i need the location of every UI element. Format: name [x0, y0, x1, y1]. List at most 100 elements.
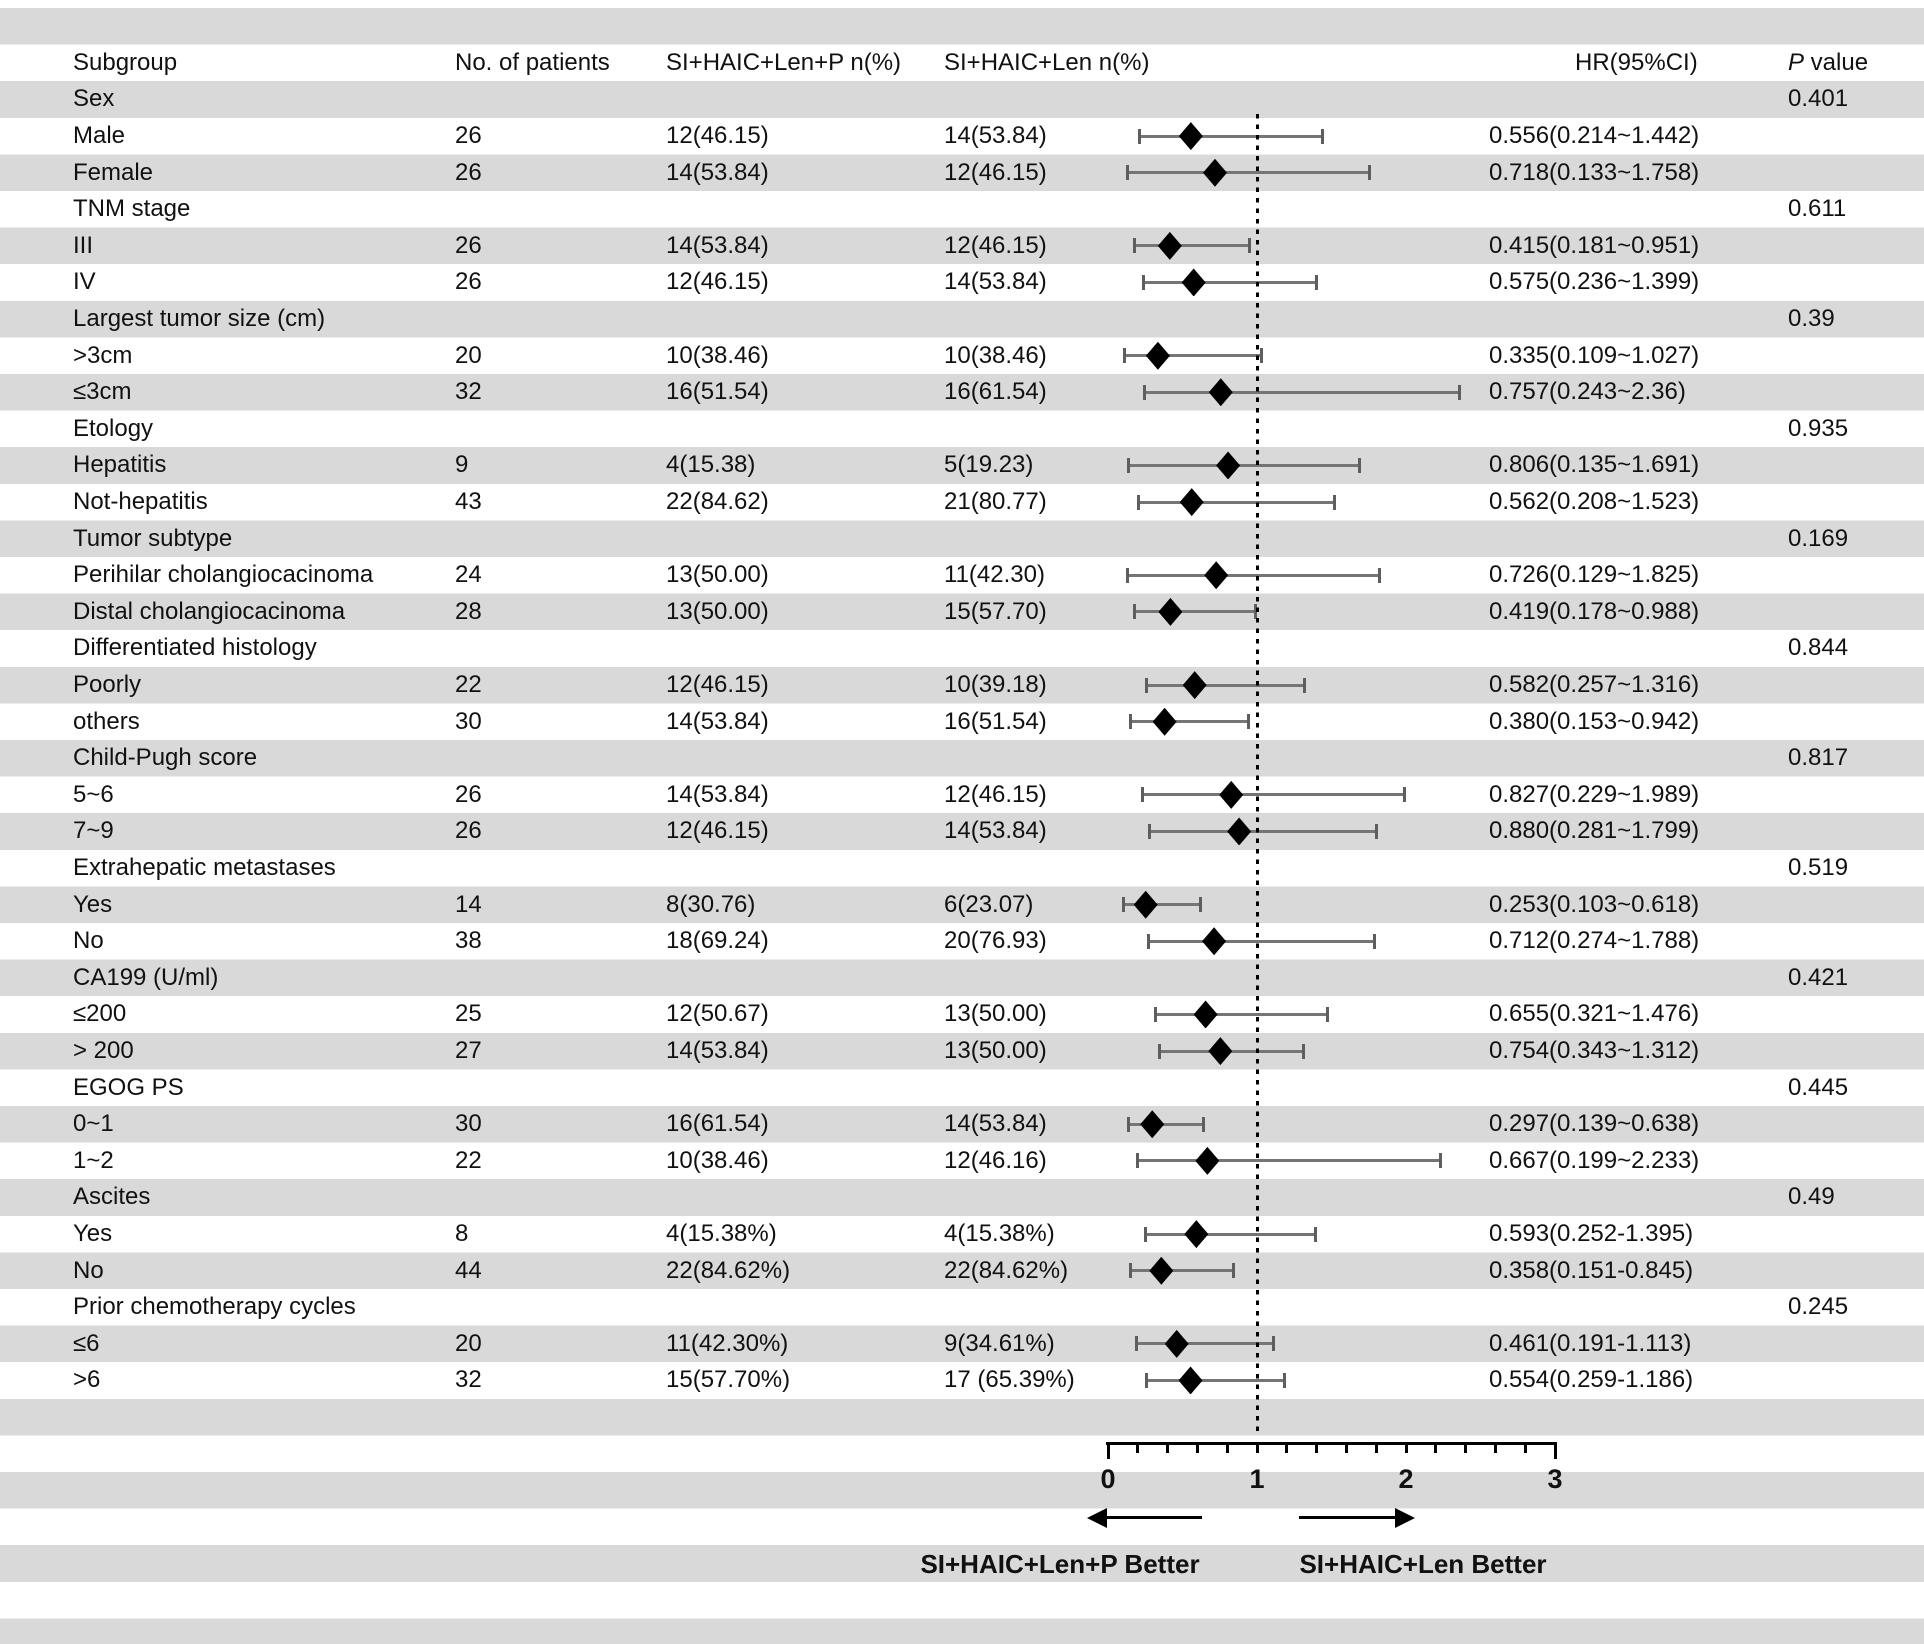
subgroup-label: Ascites: [73, 1183, 151, 1211]
ci-line: [1128, 463, 1360, 467]
col-header-subgroup: Subgroup: [73, 48, 178, 76]
hr-ci-text: 0.754(0.343~1.312): [1489, 1037, 1700, 1065]
ci-cap-low: [1126, 457, 1130, 473]
axis-tick: [1374, 1443, 1378, 1453]
ci-cap-low: [1145, 1372, 1149, 1388]
arm1-count: 22(84.62): [666, 488, 769, 516]
ci-cap-low: [1133, 604, 1137, 620]
legend-right-better: SI+HAIC+Len Better: [1299, 1549, 1547, 1579]
table-header-row: Subgroup No. of patients SI+HAIC+Len+P n…: [0, 45, 1924, 82]
subgroup-header-row: TNM stage 0.611: [0, 191, 1924, 228]
x-axis-line: [1106, 1442, 1557, 1445]
hr-point-diamond-icon: [1164, 1329, 1189, 1358]
item-label: 7~9: [73, 817, 114, 845]
subgroup-header-row: Prior chemotherapy cycles 0.245: [0, 1289, 1924, 1326]
p-value: 0.445: [1788, 1073, 1849, 1101]
ci-cap-high: [1378, 567, 1382, 583]
arm2-count: 21(80.77): [944, 488, 1047, 516]
patients-count: 26: [455, 158, 482, 186]
arm1-count: 12(46.15): [666, 122, 769, 150]
p-value: 0.39: [1788, 305, 1835, 333]
arm1-count: 14(53.84): [666, 158, 769, 186]
arm1-count: 18(69.24): [666, 927, 769, 955]
p-value: 0.401: [1788, 85, 1849, 113]
p-value: 0.421: [1788, 963, 1849, 991]
ci-cap-high: [1326, 1006, 1330, 1022]
ci-cap-low: [1121, 897, 1125, 913]
axis-tick: [1166, 1443, 1170, 1453]
hr-ci-text: 0.562(0.208~1.523): [1489, 488, 1700, 516]
arm2-count: 13(50.00): [944, 1000, 1047, 1028]
hr-ci-text: 0.554(0.259-1.186): [1489, 1366, 1694, 1394]
ci-line: [1143, 280, 1317, 284]
subgroup-item-row: > 200 27 14(53.84) 13(50.00) 0.754(0.343~1.3…: [0, 1033, 1924, 1070]
ci-cap-high: [1358, 457, 1362, 473]
patients-count: 27: [455, 1037, 482, 1065]
subgroup-label: Etology: [73, 414, 154, 442]
subgroup-item-row: No 38 18(69.24) 20(76.93) 0.712(0.274~1.788): [0, 923, 1924, 960]
ci-cap-low: [1137, 494, 1141, 510]
p-value: 0.169: [1788, 524, 1849, 552]
item-label: Distal cholangiocacinoma: [73, 597, 346, 625]
axis-tick: [1523, 1443, 1527, 1453]
hr-ci-text: 0.806(0.135~1.691): [1489, 451, 1700, 479]
hr-ci-text: 0.380(0.153~0.942): [1489, 707, 1700, 735]
item-label: >6: [73, 1366, 101, 1394]
ci-line: [1149, 829, 1377, 833]
subgroup-item-row: others 30 14(53.84) 16(51.54) 0.380(0.153~0.…: [0, 703, 1924, 740]
subgroup-item-row: Yes 14 8(30.76) 6(23.07) 0.253(0.103~0.618): [0, 886, 1924, 923]
arm1-count: 14(53.84): [666, 231, 769, 259]
ci-cap-low: [1129, 714, 1133, 730]
subgroup-header-row: EGOG PS 0.445: [0, 1069, 1924, 1106]
axis-tick: [1255, 1443, 1259, 1453]
hr-ci-text: 0.582(0.257~1.316): [1489, 671, 1700, 699]
ci-cap-low: [1125, 567, 1129, 583]
ci-cap-high: [1198, 897, 1202, 913]
subgroup-label: Sex: [73, 85, 115, 113]
subgroup-header-row: Tumor subtype 0.169: [0, 520, 1924, 557]
patients-count: 26: [455, 780, 482, 808]
subgroup-item-row: Yes 8 4(15.38%) 4(15.38%) 0.593(0.252-1.395): [0, 1216, 1924, 1253]
right-arrow-icon: [1395, 1507, 1415, 1528]
subgroup-item-row: No 44 22(84.62%) 22(84.62%) 0.358(0.151-0.84…: [0, 1252, 1924, 1289]
ci-cap-low: [1134, 1336, 1138, 1352]
subgroup-item-row: ≤200 25 12(50.67) 13(50.00) 0.655(0.321~1.47…: [0, 996, 1924, 1033]
hr-point-diamond-icon: [1157, 231, 1182, 260]
ci-cap-high: [1314, 274, 1318, 290]
p-value: 0.611: [1788, 195, 1847, 223]
patients-count: 28: [455, 597, 482, 625]
axis-tick-label: 2: [1398, 1464, 1414, 1494]
hr-point-diamond-icon: [1184, 1220, 1209, 1249]
item-label: Female: [73, 158, 154, 186]
ci-cap-low: [1136, 1153, 1140, 1169]
ci-line: [1148, 939, 1375, 943]
hr-point-diamond-icon: [1140, 1110, 1165, 1139]
arm2-count: 14(53.84): [944, 268, 1047, 296]
ci-cap-low: [1144, 677, 1148, 693]
ci-line: [1130, 1269, 1234, 1273]
arm1-count: 12(50.67): [666, 1000, 769, 1028]
item-label: ≤6: [73, 1329, 100, 1357]
subgroup-item-row: Male 26 12(46.15) 14(53.84) 0.556(0.214~1.44…: [0, 118, 1924, 155]
hr-ci-text: 0.880(0.281~1.799): [1489, 817, 1700, 845]
subgroup-header-row: Largest tumor size (cm) 0.39: [0, 301, 1924, 338]
ci-cap-low: [1122, 348, 1126, 364]
patients-count: 38: [455, 927, 482, 955]
subgroup-label: TNM stage: [73, 195, 191, 223]
patients-count: 22: [455, 1146, 482, 1174]
hr-ci-text: 0.593(0.252-1.395): [1489, 1220, 1694, 1248]
p-value: 0.817: [1788, 744, 1849, 772]
arm1-count: 16(61.54): [666, 1110, 769, 1138]
subgroup-label: Extrahepatic metastases: [73, 854, 336, 882]
item-label: IV: [73, 268, 96, 296]
ci-cap-high: [1248, 238, 1252, 254]
subgroup-label: EGOG PS: [73, 1073, 184, 1101]
arm2-count: 16(51.54): [944, 707, 1047, 735]
arm2-count: 16(61.54): [944, 378, 1047, 406]
arm1-count: 12(46.15): [666, 268, 769, 296]
subgroup-item-row: 5~6 26 14(53.84) 12(46.15) 0.827(0.229~1.989…: [0, 777, 1924, 814]
subgroup-label: CA199 (U/ml): [73, 963, 219, 991]
ci-cap-high: [1272, 1336, 1276, 1352]
p-value: 0.49: [1788, 1183, 1835, 1211]
patients-count: 24: [455, 561, 482, 589]
